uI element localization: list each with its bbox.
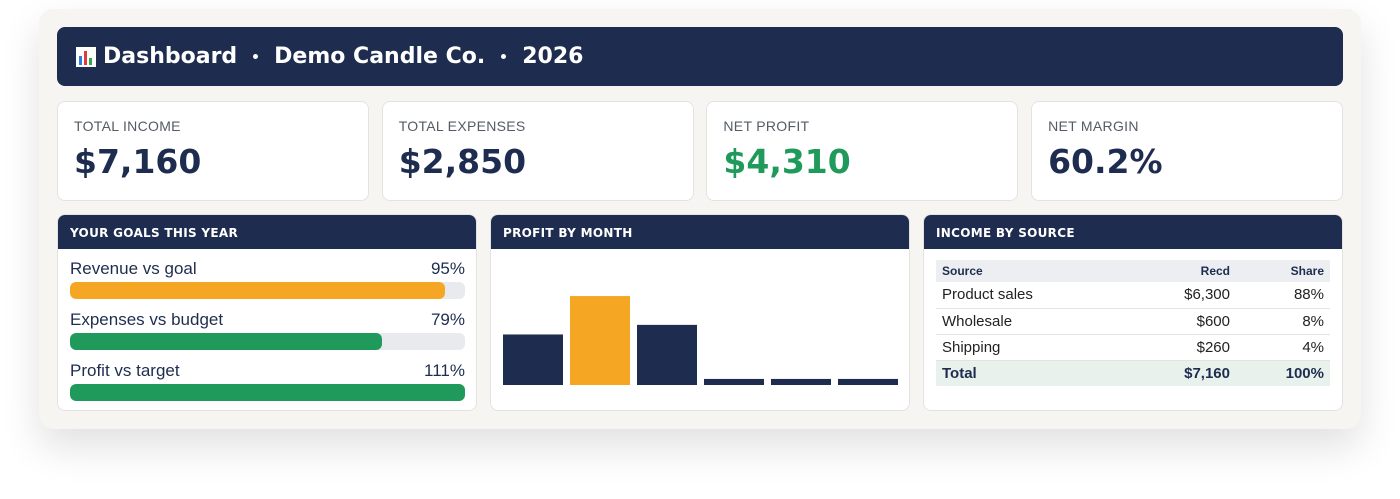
cell: $260 (1127, 334, 1236, 361)
goal-track (70, 384, 465, 401)
goal-value: 111% (424, 361, 465, 380)
chart (503, 296, 898, 385)
bar (503, 334, 563, 385)
cell: Product sales (936, 282, 1128, 309)
kpi-label: NET MARGIN (1048, 118, 1139, 134)
column-header: Recd (1127, 260, 1236, 282)
bar (704, 378, 764, 385)
goal-track (70, 333, 465, 350)
column-header: Share (1236, 260, 1330, 282)
panel-title: PROFIT BY MONTH (491, 215, 909, 249)
column-header: Source (936, 260, 1128, 282)
kpi-value: $2,850 (398, 142, 527, 181)
cell: 8% (1236, 308, 1330, 335)
cell: $6,300 (1127, 282, 1236, 309)
goal: Expenses vs budget 79% (70, 310, 465, 350)
goal: Profit vs target 111% (70, 361, 465, 401)
kpi-value: 60.2% (1048, 142, 1163, 181)
cell: 88% (1236, 282, 1330, 309)
kpi-card: TOTAL INCOME $7,160 (57, 101, 369, 201)
goal-label: Revenue vs goal (70, 259, 197, 278)
row: Shipping $260 4% (936, 334, 1330, 361)
year: 2026 (522, 44, 584, 69)
cell: Total (936, 360, 1128, 386)
goal-bar (70, 333, 383, 350)
header-row: Source Recd Share (936, 260, 1330, 282)
kpi-label: TOTAL EXPENSES (398, 118, 526, 134)
kpi-label: NET PROFIT (723, 118, 810, 134)
row: Wholesale $600 8% (936, 308, 1330, 335)
kpi-card: TOTAL EXPENSES $2,850 (381, 101, 694, 201)
goal-track (70, 282, 465, 299)
panel-title: YOUR GOALS THIS YEAR (58, 215, 476, 249)
goal-bar (70, 384, 465, 401)
panel-title: INCOME BY SOURCE (924, 215, 1342, 249)
bar (570, 296, 630, 385)
bar (771, 378, 831, 385)
kpi-card: NET PROFIT $4,310 (706, 101, 1019, 201)
goal-label: Profit vs target (70, 361, 180, 380)
chart-panel: PROFIT BY MONTH (490, 214, 910, 411)
cell: 100% (1236, 360, 1330, 386)
icon (76, 46, 96, 67)
bar (637, 324, 697, 385)
cell: Wholesale (936, 308, 1128, 335)
goal-value: 79% (430, 310, 465, 329)
goals-panel: YOUR GOALS THIS YEAR Revenue vs goal 95% Ex… (57, 214, 477, 411)
cell: 4% (1236, 334, 1330, 361)
header: Dashboard Demo Candle Co. 2026 (57, 27, 1343, 86)
row: Product sales $6,300 88% (936, 282, 1330, 309)
bar (838, 378, 898, 385)
cell: Shipping (936, 334, 1128, 361)
income-panel: INCOME BY SOURCE Source Recd Share Product s… (923, 214, 1343, 411)
goal-value: 95% (430, 259, 465, 278)
kpi-card: NET MARGIN 60.2% (1031, 101, 1344, 201)
separator (501, 54, 507, 59)
separator (253, 54, 259, 59)
goal-label: Expenses vs budget (70, 310, 224, 329)
cell: $600 (1127, 308, 1236, 335)
company: Demo Candle Co. (274, 44, 486, 69)
cell: $7,160 (1127, 360, 1236, 386)
kpi-label: TOTAL INCOME (74, 118, 181, 134)
goal-bar (70, 282, 446, 299)
kpi-value: $7,160 (74, 142, 202, 181)
title: Dashboard (103, 44, 238, 69)
kpi-value: $4,310 (723, 142, 851, 181)
income-table: Source Recd Share Product sales $6,300 88% Who… (936, 260, 1330, 386)
total-row: Total $7,160 100% (936, 360, 1330, 386)
goal: Revenue vs goal 95% (70, 259, 465, 299)
